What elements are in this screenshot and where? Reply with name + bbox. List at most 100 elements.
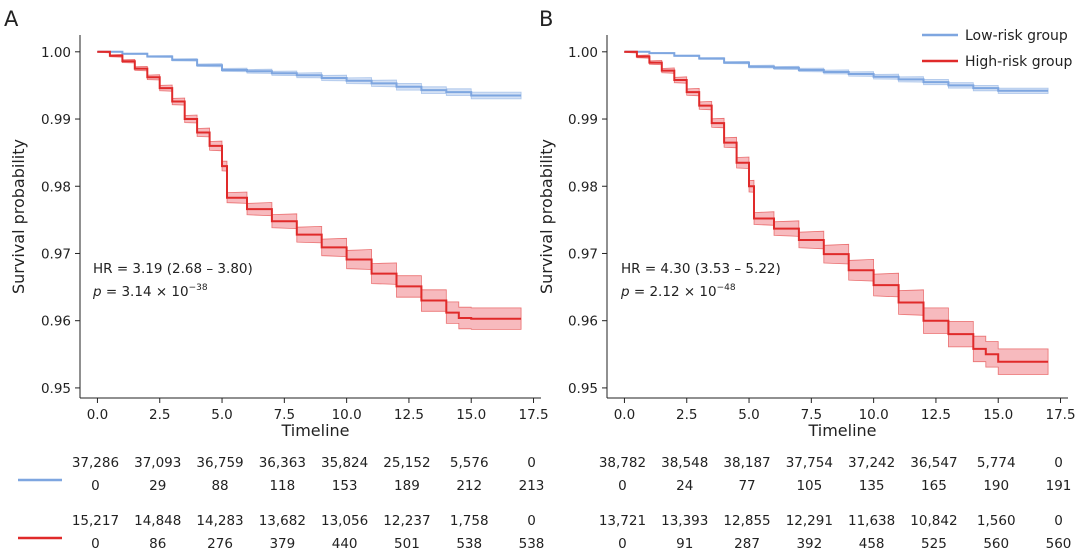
at-risk-count: 5,774 <box>977 455 1016 471</box>
event-count: 276 <box>207 536 233 552</box>
legend-label-low: Low-risk group <box>965 28 1068 44</box>
survival-line-high <box>97 50 522 320</box>
at-risk-count: 13,682 <box>259 513 306 529</box>
at-risk-count: 36,759 <box>196 455 243 471</box>
panel-a: A 0.95 0.96 0.97 0.98 0.99 1.00 0.0 2.5 5.0 7.5 10.… <box>4 7 549 552</box>
survival-line-high <box>624 50 1049 363</box>
event-count: 0 <box>618 536 627 552</box>
y-tick-label: 0.96 <box>41 314 71 330</box>
x-tick-label: 12.5 <box>921 407 951 423</box>
risk-table: 38,782 0 38,548 24 38,187 77 37,754 105 37,242 13… <box>599 455 1072 552</box>
event-count: 165 <box>921 478 947 494</box>
y-tick-label: 0.98 <box>568 179 598 195</box>
x-tick-label: 7.5 <box>274 407 295 423</box>
at-risk-count: 35,824 <box>321 455 368 471</box>
x-tick-label: 12.5 <box>394 407 424 423</box>
at-risk-count: 36,363 <box>259 455 306 471</box>
at-risk-count: 13,056 <box>321 513 368 529</box>
at-risk-count: 0 <box>1054 455 1063 471</box>
at-risk-count: 1,758 <box>450 513 489 529</box>
hazard-ratio-text: HR = 3.19 (2.68 – 3.80) <box>93 261 253 277</box>
at-risk-count: 37,754 <box>786 455 833 471</box>
p-value-text: p = 3.14 × 10−38 <box>92 283 208 300</box>
y-tick-label: 0.97 <box>41 246 71 262</box>
y-tick-label: 1.00 <box>41 45 71 61</box>
panel-letter: A <box>4 7 19 31</box>
at-risk-count: 12,291 <box>786 513 833 529</box>
at-risk-count: 37,093 <box>134 455 181 471</box>
event-count: 287 <box>734 536 760 552</box>
at-risk-count: 0 <box>527 455 536 471</box>
event-count: 538 <box>519 536 545 552</box>
y-tick-label: 1.00 <box>568 45 598 61</box>
event-count: 392 <box>796 536 822 552</box>
legend: Low-risk group High-risk group <box>922 28 1072 70</box>
event-count: 525 <box>921 536 947 552</box>
at-risk-count: 11,638 <box>848 513 895 529</box>
event-count: 86 <box>149 536 166 552</box>
event-count: 212 <box>456 478 482 494</box>
at-risk-count: 12,855 <box>723 513 770 529</box>
y-tick-label: 0.99 <box>41 112 71 128</box>
at-risk-count: 25,152 <box>383 455 430 471</box>
x-tick-label: 5.0 <box>738 407 759 423</box>
x-tick-label: 17.5 <box>518 407 548 423</box>
at-risk-count: 38,548 <box>661 455 708 471</box>
x-tick-label: 7.5 <box>801 407 822 423</box>
x-tick-label: 2.5 <box>676 407 697 423</box>
at-risk-count: 0 <box>1054 513 1063 529</box>
x-tick-label: 17.5 <box>1045 407 1075 423</box>
y-axis-label: Survival probability <box>9 139 28 294</box>
at-risk-count: 0 <box>527 513 536 529</box>
event-count: 29 <box>149 478 166 494</box>
event-count: 88 <box>211 478 228 494</box>
at-risk-count: 38,187 <box>723 455 770 471</box>
at-risk-count: 14,848 <box>134 513 181 529</box>
y-tick-label: 0.96 <box>568 314 598 330</box>
event-count: 153 <box>332 478 358 494</box>
event-count: 189 <box>394 478 420 494</box>
at-risk-count: 10,842 <box>910 513 957 529</box>
event-count: 501 <box>394 536 420 552</box>
event-count: 191 <box>1046 478 1072 494</box>
at-risk-count: 36,547 <box>910 455 957 471</box>
event-count: 560 <box>983 536 1009 552</box>
at-risk-count: 1,560 <box>977 513 1016 529</box>
x-tick-label: 10.0 <box>859 407 889 423</box>
x-tick-label: 15.0 <box>456 407 486 423</box>
event-count: 458 <box>859 536 885 552</box>
x-axis-label: Timeline <box>280 421 349 440</box>
at-risk-count: 5,576 <box>450 455 489 471</box>
at-risk-count: 38,782 <box>599 455 646 471</box>
survival-line-low <box>97 50 522 97</box>
y-tick-label: 0.97 <box>568 246 598 262</box>
event-count: 190 <box>983 478 1009 494</box>
p-exponent: −48 <box>717 283 736 293</box>
p-value: = 2.12 × 10 <box>630 284 717 300</box>
at-risk-count: 37,286 <box>72 455 119 471</box>
panel-letter: B <box>539 7 553 31</box>
at-risk-count: 37,242 <box>848 455 895 471</box>
event-count: 213 <box>519 478 545 494</box>
at-risk-count: 15,217 <box>72 513 119 529</box>
y-tick-label: 0.95 <box>568 381 598 397</box>
p-value: = 3.14 × 10 <box>102 284 189 300</box>
at-risk-count: 13,393 <box>661 513 708 529</box>
x-tick-label: 15.0 <box>983 407 1013 423</box>
survival-line-low <box>624 50 1049 92</box>
at-risk-count: 14,283 <box>196 513 243 529</box>
x-tick-label: 2.5 <box>149 407 170 423</box>
p-symbol: p <box>620 284 630 300</box>
at-risk-count: 12,237 <box>383 513 430 529</box>
x-tick-label: 10.0 <box>332 407 362 423</box>
y-axis-label: Survival probability <box>537 139 556 294</box>
ci-band-high <box>624 51 1049 375</box>
event-count: 118 <box>269 478 295 494</box>
event-count: 77 <box>738 478 755 494</box>
y-tick-label: 0.95 <box>41 381 71 397</box>
panel-b: B 0.95 0.96 0.97 0.98 0.99 1.00 0.0 2.5 5.0 7.5 10.… <box>537 7 1076 552</box>
y-tick-label: 0.98 <box>41 179 71 195</box>
at-risk-count: 13,721 <box>599 513 646 529</box>
x-axis-label: Timeline <box>807 421 876 440</box>
